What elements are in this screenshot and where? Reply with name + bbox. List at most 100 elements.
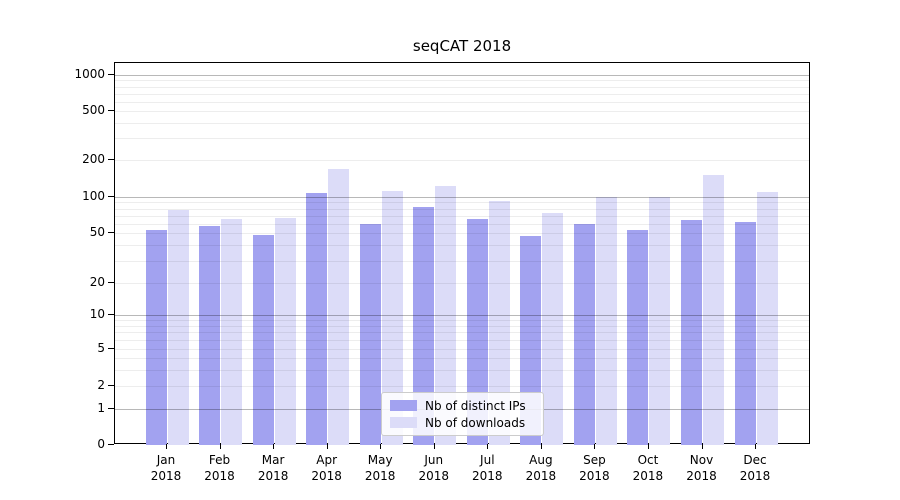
x-axis-label-jan: Jan 2018 [150, 453, 182, 483]
gridline-minor-200 [115, 160, 809, 161]
legend-label-downloads: Nb of downloads [425, 415, 526, 430]
gridline-minor-300 [115, 138, 809, 140]
x-axis-tick-mar [273, 444, 275, 449]
x-axis-label-aug: Aug 2018 [525, 453, 557, 483]
x-axis-tick-oct [647, 444, 649, 449]
y-axis-tick-100 [108, 196, 114, 197]
y-axis-label-200: 200 [82, 152, 105, 166]
gridline-minor-4 [115, 358, 809, 359]
gridline-minor-50 [115, 233, 809, 234]
legend-swatch-distinct-ips [390, 400, 417, 411]
legend-row-1: Nb of downloads [390, 416, 535, 430]
x-axis-tick-aug [540, 444, 542, 449]
bar-distinct-ips-may [359, 224, 381, 445]
gridline-minor-60 [115, 223, 809, 225]
legend-label-distinct-ips: Nb of distinct IPs [425, 398, 526, 413]
y-axis-label-2: 2 [97, 378, 105, 392]
gridline-minor-600 [115, 101, 809, 103]
bar-distinct-ips-apr [306, 193, 328, 445]
bar-downloads-oct [649, 197, 671, 445]
bar-downloads-nov [703, 175, 724, 445]
chart-title: seqCAT 2018 [412, 37, 512, 55]
bar-distinct-ips-oct [627, 229, 649, 445]
x-axis-label-mar: Mar 2018 [257, 453, 289, 483]
y-axis-label-20: 20 [89, 275, 105, 289]
gridline-major-100 [115, 197, 809, 198]
y-axis-tick-500 [108, 110, 114, 111]
bar-downloads-dec [756, 191, 778, 445]
bar-distinct-ips-feb [199, 226, 221, 445]
x-axis-tick-dec [755, 444, 757, 449]
bar-distinct-ips-sep [573, 224, 595, 445]
bar-downloads-feb [221, 219, 243, 445]
y-axis-label-100: 100 [82, 189, 105, 203]
gridline-minor-700 [115, 93, 809, 95]
x-axis-label-feb: Feb 2018 [204, 453, 235, 483]
x-axis-tick-jul [487, 444, 489, 449]
gridline-minor-30 [115, 260, 809, 262]
legend: Nb of distinct IPs Nb of downloads [381, 392, 544, 436]
bar-distinct-ips-jan [145, 229, 167, 445]
y-axis-tick-2 [108, 385, 114, 386]
gridline-minor-900 [115, 80, 809, 82]
x-axis-tick-jun [433, 444, 435, 449]
gridline-minor-20 [115, 283, 809, 284]
bar-distinct-ips-dec [734, 221, 756, 445]
y-axis-tick-5 [108, 348, 114, 349]
y-axis-tick-200 [108, 159, 114, 160]
x-axis-label-nov: Nov 2018 [686, 453, 717, 483]
gridline-minor-8 [115, 325, 809, 327]
gridline-minor-2 [115, 386, 809, 387]
y-axis-label-500: 500 [82, 103, 105, 117]
bar-distinct-ips-jul [466, 219, 488, 445]
plot-area: Nb of distinct IPs Nb of downloads [114, 62, 810, 445]
gridline-minor-400 [115, 122, 809, 124]
x-axis-tick-sep [594, 444, 596, 449]
y-axis-label-1: 1 [97, 401, 105, 415]
gridline-minor-6 [115, 340, 809, 342]
y-axis-label-5: 5 [97, 341, 105, 355]
gridline-major-10 [115, 315, 809, 316]
x-axis-tick-may [380, 444, 382, 449]
y-axis-label-1000: 1000 [74, 67, 105, 81]
gridline-major-1000 [115, 75, 809, 76]
bar-downloads-jan [167, 209, 189, 445]
x-axis-label-sep: Sep 2018 [579, 453, 610, 483]
x-axis-label-oct: Oct 2018 [632, 453, 664, 483]
bar-downloads-may [381, 191, 403, 445]
bar-downloads-jun [435, 185, 457, 445]
gridline-minor-800 [115, 86, 809, 88]
bar-distinct-ips-nov [681, 220, 702, 445]
bar-downloads-jul [488, 200, 510, 445]
x-axis-label-jul: Jul 2018 [472, 453, 503, 483]
gridline-minor-40 [115, 245, 809, 247]
y-axis-tick-10 [108, 314, 114, 315]
y-axis-tick-50 [108, 232, 114, 233]
x-axis-label-apr: Apr 2018 [311, 453, 342, 483]
bar-downloads-sep [595, 197, 617, 445]
bar-distinct-ips-mar [252, 235, 274, 445]
x-axis-label-dec: Dec 2018 [739, 453, 771, 483]
gridline-minor-500 [115, 111, 809, 112]
x-axis-tick-apr [326, 444, 328, 449]
bar-downloads-aug [542, 212, 564, 445]
bar-distinct-ips-jun [413, 207, 435, 445]
bar-downloads-apr [328, 169, 350, 445]
y-axis-label-50: 50 [89, 225, 105, 239]
gridline-minor-90 [115, 202, 809, 204]
legend-swatch-downloads [390, 417, 417, 428]
x-axis-tick-feb [219, 444, 221, 449]
gridline-minor-3 [115, 369, 809, 371]
gridline-minor-5 [115, 349, 809, 350]
gridline-minor-7 [115, 332, 809, 334]
gridline-minor-9 [115, 320, 809, 322]
y-axis-tick-1 [108, 408, 114, 409]
gridline-minor-80 [115, 208, 809, 210]
y-axis-tick-1000 [108, 74, 114, 75]
x-axis-tick-jan [166, 444, 167, 449]
y-axis-label-10: 10 [89, 307, 105, 321]
y-axis-tick-0 [108, 443, 114, 445]
y-axis-label-0: 0 [97, 436, 105, 451]
bar-downloads-mar [274, 217, 296, 445]
